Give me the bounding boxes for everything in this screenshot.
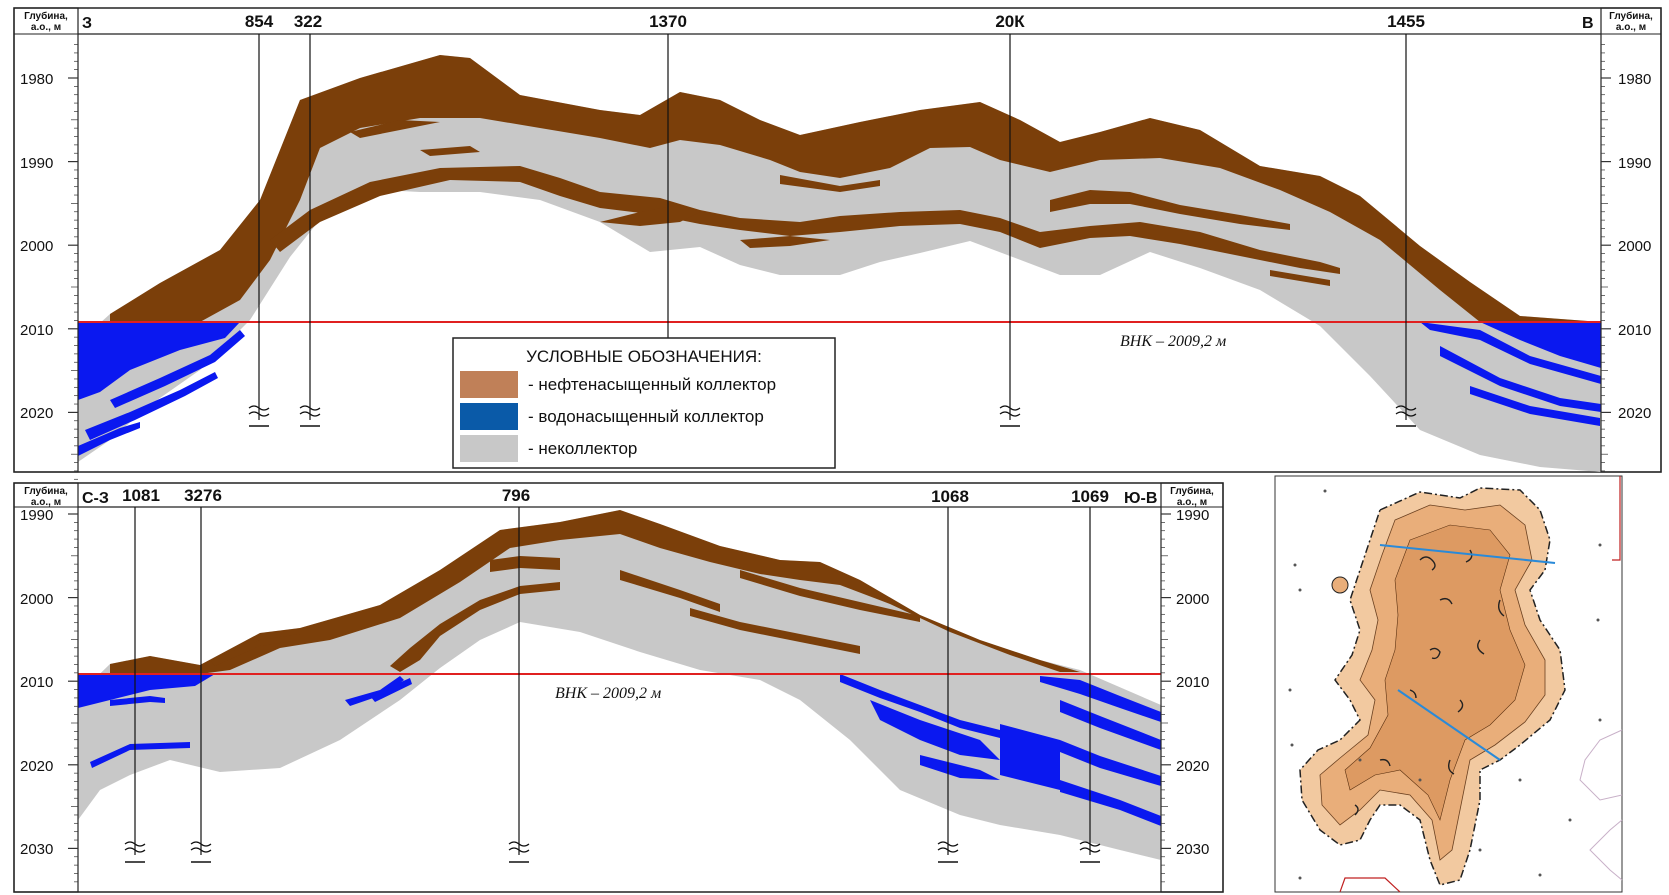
legend-label-water: - водонасыщенный коллектор	[528, 407, 764, 426]
top-geology-body	[78, 55, 1601, 472]
inset-location-map	[1274, 475, 1623, 893]
well-label: 1455	[1387, 12, 1425, 31]
top-well-854: 854	[245, 12, 274, 427]
bottom-left-tick: 2020	[20, 758, 53, 775]
top-right-tick: 2000	[1618, 238, 1651, 255]
top-well-20k: 20К	[995, 12, 1025, 427]
well-label: 1069	[1071, 487, 1109, 506]
top-right-tick: 1990	[1618, 155, 1651, 172]
bottom-left-tick: 2030	[20, 841, 53, 858]
top-cross-section: ВНК – 2009,2 м Глубина, а.о., м 1980 199…	[13, 7, 1662, 480]
bottom-direction-southeast: Ю-В	[1124, 490, 1157, 507]
top-oil-band	[110, 55, 1601, 322]
top-oil-lenses	[270, 120, 1340, 286]
bottom-left-tick: 1990	[20, 507, 53, 524]
well-label: 20К	[995, 12, 1025, 31]
top-left-tick: 1980	[20, 71, 53, 88]
bottom-right-tick: 1990	[1176, 507, 1209, 524]
top-right-depth-axis: Глубина, а.о., м 1980 1990 2000 2010 202…	[1600, 7, 1662, 480]
well-break-icon	[299, 405, 321, 417]
bottom-left-depth-axis: Глубина, а.о., м 1990 2000 2010 2020 203…	[13, 482, 79, 893]
top-left-tick: 2010	[20, 322, 53, 339]
top-owc-label: ВНК – 2009,2 м	[1120, 333, 1226, 350]
map-profile-line-2	[1397, 689, 1501, 761]
bottom-well-1068: 1068	[931, 487, 969, 863]
top-well-1455: 1455	[1387, 12, 1425, 427]
well-break-icon	[190, 841, 212, 853]
bottom-right-tick: 2020	[1176, 758, 1209, 775]
top-water-zones	[78, 322, 1601, 456]
top-left-depth-axis: Глубина, а.о., м 1980 1990 2000 2010 202…	[13, 7, 79, 480]
bottom-left-depth-header-1: Глубина,	[24, 485, 68, 497]
bottom-well-1069: 1069	[1071, 487, 1109, 863]
legend-label-oil: - нефтенасыщенный коллектор	[528, 375, 776, 394]
top-direction-west: З	[82, 15, 92, 32]
top-right-depth-header-2: а.о., м	[1616, 22, 1646, 33]
bottom-left-tick: 2000	[20, 591, 53, 608]
well-label: 322	[294, 12, 322, 31]
top-right-tick: 2010	[1618, 322, 1651, 339]
well-label: 854	[245, 12, 274, 31]
well-break-icon	[937, 841, 959, 853]
bottom-well-3276: 3276	[184, 486, 222, 863]
map-well-dots	[1288, 489, 1602, 880]
bottom-left-depth-header-2: а.о., м	[31, 497, 61, 508]
well-break-icon	[999, 405, 1021, 417]
bottom-right-tick: 2010	[1176, 674, 1209, 691]
well-label: 796	[502, 486, 530, 505]
top-left-depth-header-2: а.о., м	[31, 22, 61, 33]
top-right-depth-header-1: Глубина,	[1609, 10, 1653, 22]
bottom-owc-label: ВНК – 2009,2 м	[555, 685, 661, 702]
bottom-right-tick: 2000	[1176, 591, 1209, 608]
legend-swatch-oil	[460, 371, 518, 398]
map-contour-marks	[1354, 549, 1505, 816]
well-break-icon	[1079, 841, 1101, 853]
bottom-oil-lenses	[210, 556, 920, 672]
top-left-tick: 2000	[20, 238, 53, 255]
bottom-cross-section: ВНК – 2009,2 м Глубина, а.о., м 1990 200…	[13, 482, 1224, 893]
bottom-right-depth-header-2: а.о., м	[1177, 497, 1207, 508]
top-right-tick: 2020	[1618, 405, 1651, 422]
legend-swatch-water	[460, 403, 518, 430]
well-label: 1370	[649, 12, 687, 31]
top-right-tick: 1980	[1618, 71, 1651, 88]
bottom-right-tick: 2030	[1176, 841, 1209, 858]
bottom-right-depth-header-1: Глубина,	[1170, 485, 1214, 497]
legend-swatch-nonreservoir	[460, 435, 518, 462]
well-label: 1081	[122, 486, 160, 505]
well-break-icon	[248, 405, 270, 417]
bottom-right-depth-axis: Глубина, а.о., м 1990 2000 2010 2020 203…	[1160, 482, 1224, 893]
well-break-icon	[124, 841, 146, 853]
bottom-left-tick: 2010	[20, 674, 53, 691]
legend-label-nonreservoir: - неколлектор	[528, 439, 637, 458]
bottom-water-zones	[78, 674, 1161, 826]
well-label: 1068	[931, 487, 969, 506]
legend-title: УСЛОВНЫЕ ОБОЗНАЧЕНИЯ:	[526, 347, 762, 366]
well-break-icon	[1395, 405, 1417, 417]
bottom-direction-northwest: С-З	[82, 490, 109, 507]
top-well-1370: 1370	[649, 12, 687, 338]
bottom-nonreservoir-body	[78, 510, 1161, 860]
top-left-tick: 2020	[20, 405, 53, 422]
bottom-geology-body	[78, 510, 1161, 860]
top-well-322: 322	[294, 12, 322, 427]
bottom-well-1081: 1081	[122, 486, 160, 863]
bottom-well-796: 796	[502, 486, 530, 863]
well-label: 3276	[184, 486, 222, 505]
top-left-tick: 1990	[20, 155, 53, 172]
top-left-depth-header-1: Глубина,	[24, 10, 68, 22]
well-break-icon	[508, 841, 530, 853]
map-profile-line-1	[1379, 544, 1556, 564]
top-direction-east: В	[1582, 15, 1594, 32]
legend: УСЛОВНЫЕ ОБОЗНАЧЕНИЯ: - нефтенасыщенный …	[452, 337, 836, 469]
